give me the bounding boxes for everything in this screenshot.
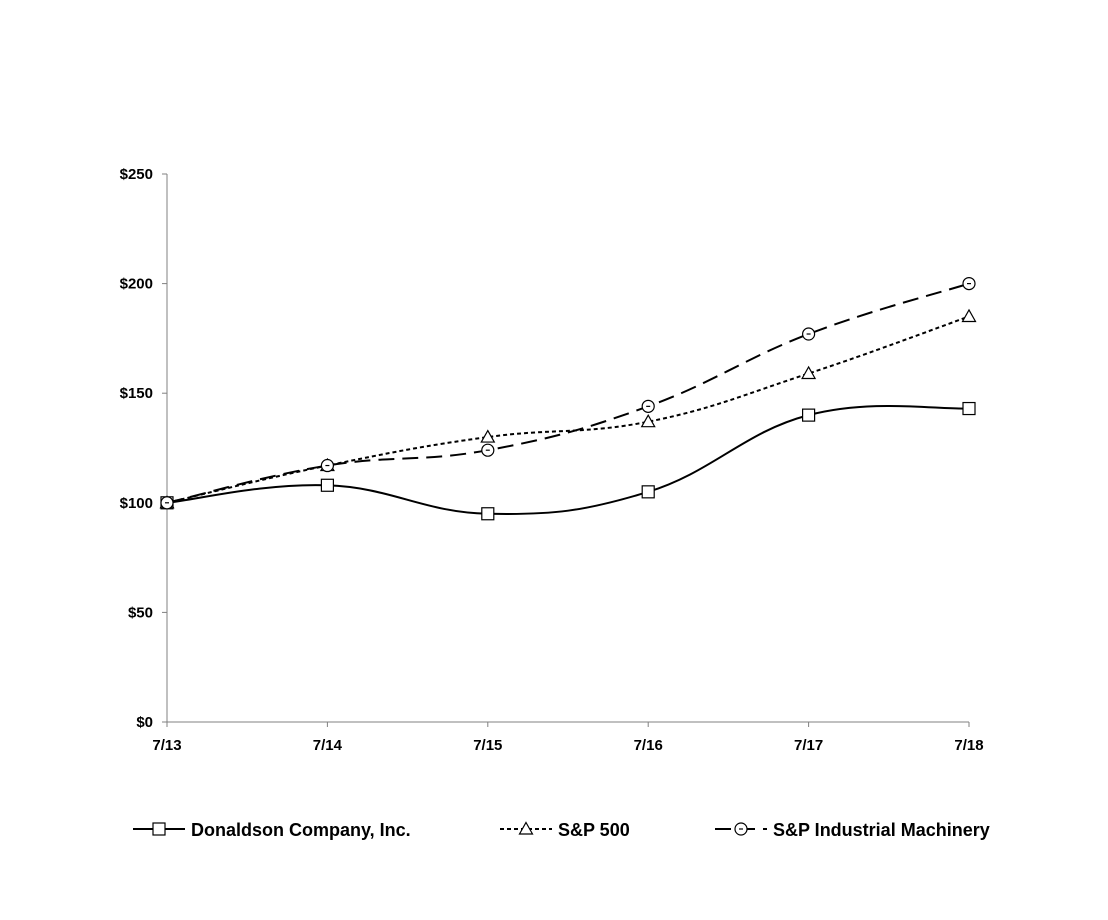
- x-tick-label: 7/14: [313, 737, 343, 754]
- series-line-s-p-industrial-machinery: [166, 282, 970, 504]
- legend-marker: [734, 822, 748, 836]
- legend-item-s-p-industrial-machinery: S&P Industrial Machinery: [715, 820, 990, 840]
- data-point-s-p-industrial-machinery: [962, 277, 976, 291]
- y-tick-label: $0: [136, 714, 153, 731]
- series-lines: [166, 282, 970, 515]
- series-line-s-p-500: [166, 315, 970, 504]
- data-point-s-p-industrial-machinery: [641, 399, 655, 413]
- legend-marker: [152, 822, 166, 836]
- y-tick-label: $150: [120, 385, 153, 402]
- x-tick-label: 7/15: [473, 737, 502, 754]
- data-point-s-p-industrial-machinery: [160, 496, 174, 510]
- legend-label: Donaldson Company, Inc.: [191, 820, 411, 840]
- y-tick-label: $250: [120, 166, 153, 183]
- y-tick-label: $50: [128, 604, 153, 621]
- legend-label: S&P 500: [558, 820, 630, 840]
- series-markers: [159, 277, 977, 521]
- y-tick-label: $200: [120, 276, 153, 293]
- data-point-donaldson-company-inc: [320, 478, 334, 492]
- legend-item-donaldson-company-inc: Donaldson Company, Inc.: [133, 820, 411, 840]
- x-tick-label: 7/16: [634, 737, 663, 754]
- data-point-donaldson-company-inc: [481, 507, 495, 521]
- data-point-donaldson-company-inc: [801, 408, 816, 422]
- data-point-donaldson-company-inc: [641, 485, 655, 499]
- x-tick-label: 7/18: [954, 737, 983, 754]
- x-tick-label: 7/13: [152, 737, 181, 754]
- data-point-s-p-industrial-machinery: [801, 327, 816, 341]
- data-point-s-p-500: [480, 429, 496, 443]
- data-point-donaldson-company-inc: [962, 401, 976, 416]
- chart-legend: Donaldson Company, Inc. S&P 500 S&P Indust…: [133, 820, 990, 840]
- y-axis-ticks: $0 $50 $100 $150 $200 $250: [120, 166, 167, 731]
- legend-item-s-p-500: S&P 500: [500, 820, 630, 840]
- legend-label: S&P Industrial Machinery: [773, 820, 990, 840]
- data-point-s-p-industrial-machinery: [320, 458, 334, 473]
- x-axis-ticks: 7/13 7/14 7/15 7/16 7/17 7/18: [152, 722, 984, 754]
- data-point-s-p-500: [640, 413, 656, 428]
- legend-marker: [518, 821, 534, 835]
- data-point-s-p-industrial-machinery: [481, 443, 495, 457]
- series-line-donaldson-company-inc: [166, 404, 970, 515]
- chart-axes: [166, 174, 969, 723]
- x-tick-label: 7/17: [794, 737, 823, 754]
- data-point-s-p-500: [801, 365, 817, 380]
- y-tick-label: $100: [120, 495, 153, 512]
- data-point-s-p-500: [961, 308, 977, 323]
